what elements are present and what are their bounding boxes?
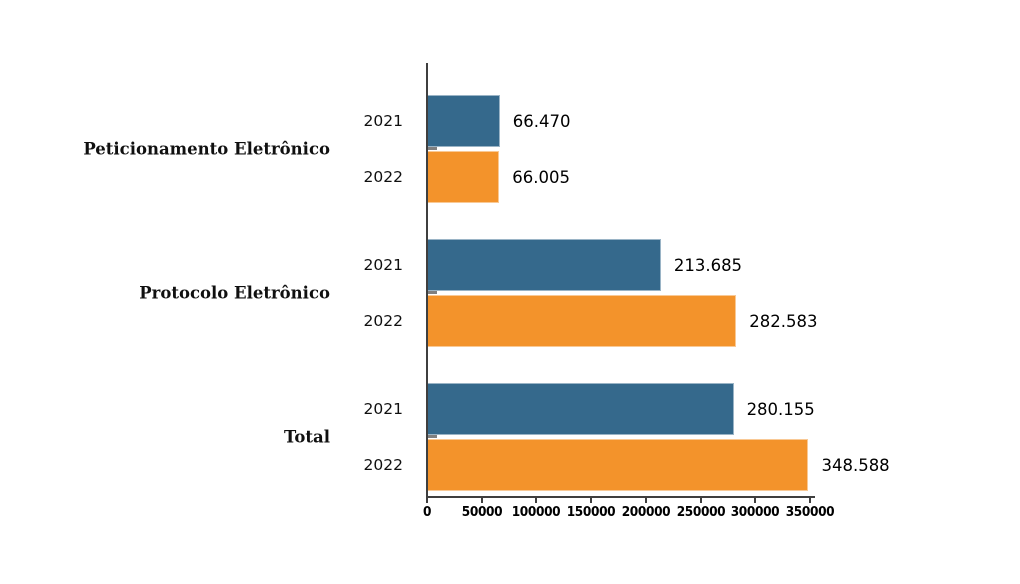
x-axis-tick <box>535 497 538 503</box>
value-label: 213.685 <box>673 255 743 275</box>
x-axis-tick-label: 50000 <box>461 504 502 520</box>
x-axis-tick-label: 250000 <box>676 504 725 520</box>
year-label: 2022 <box>363 168 403 186</box>
x-axis-tick-label: 200000 <box>621 504 671 520</box>
bar-2022 <box>427 439 809 491</box>
x-axis-tick <box>699 497 702 503</box>
category-tick <box>426 435 437 438</box>
x-axis-tick-label: 150000 <box>566 504 616 520</box>
x-axis-tick-label: 300000 <box>730 504 780 520</box>
year-label: 2021 <box>363 256 403 274</box>
x-axis-line <box>426 496 815 498</box>
bar-2021 <box>427 383 734 435</box>
value-label: 348.588 <box>821 455 890 475</box>
value-label: 66.005 <box>512 167 570 187</box>
x-axis-tick <box>480 497 483 503</box>
category-label: Peticionamento Eletrônico <box>83 139 330 159</box>
x-axis-tick <box>754 497 757 503</box>
year-label: 2021 <box>363 112 403 130</box>
category-label: Protocolo Eletrônico <box>139 283 330 303</box>
value-label: 66.470 <box>512 111 571 131</box>
year-label: 2022 <box>363 456 403 474</box>
x-axis-tick <box>426 497 428 503</box>
x-axis-tick <box>644 497 647 503</box>
x-axis-tick <box>590 497 593 503</box>
year-label: 2022 <box>363 312 403 330</box>
x-axis-tick-label: 350000 <box>785 504 835 520</box>
y-axis-line <box>426 63 428 497</box>
category-tick <box>426 147 437 150</box>
category-label: Total <box>284 427 330 447</box>
value-label: 280.155 <box>746 399 815 419</box>
bar-2021 <box>427 95 500 147</box>
bar-2021 <box>427 239 661 291</box>
bar-2022 <box>427 295 737 347</box>
x-axis-tick-label: 0 <box>422 504 432 520</box>
x-axis-tick <box>809 497 811 503</box>
x-axis-tick-label: 100000 <box>512 504 561 520</box>
value-label: 282.583 <box>749 311 818 331</box>
bar-2022 <box>427 151 500 203</box>
year-label: 2021 <box>363 400 403 418</box>
category-tick <box>426 291 437 294</box>
